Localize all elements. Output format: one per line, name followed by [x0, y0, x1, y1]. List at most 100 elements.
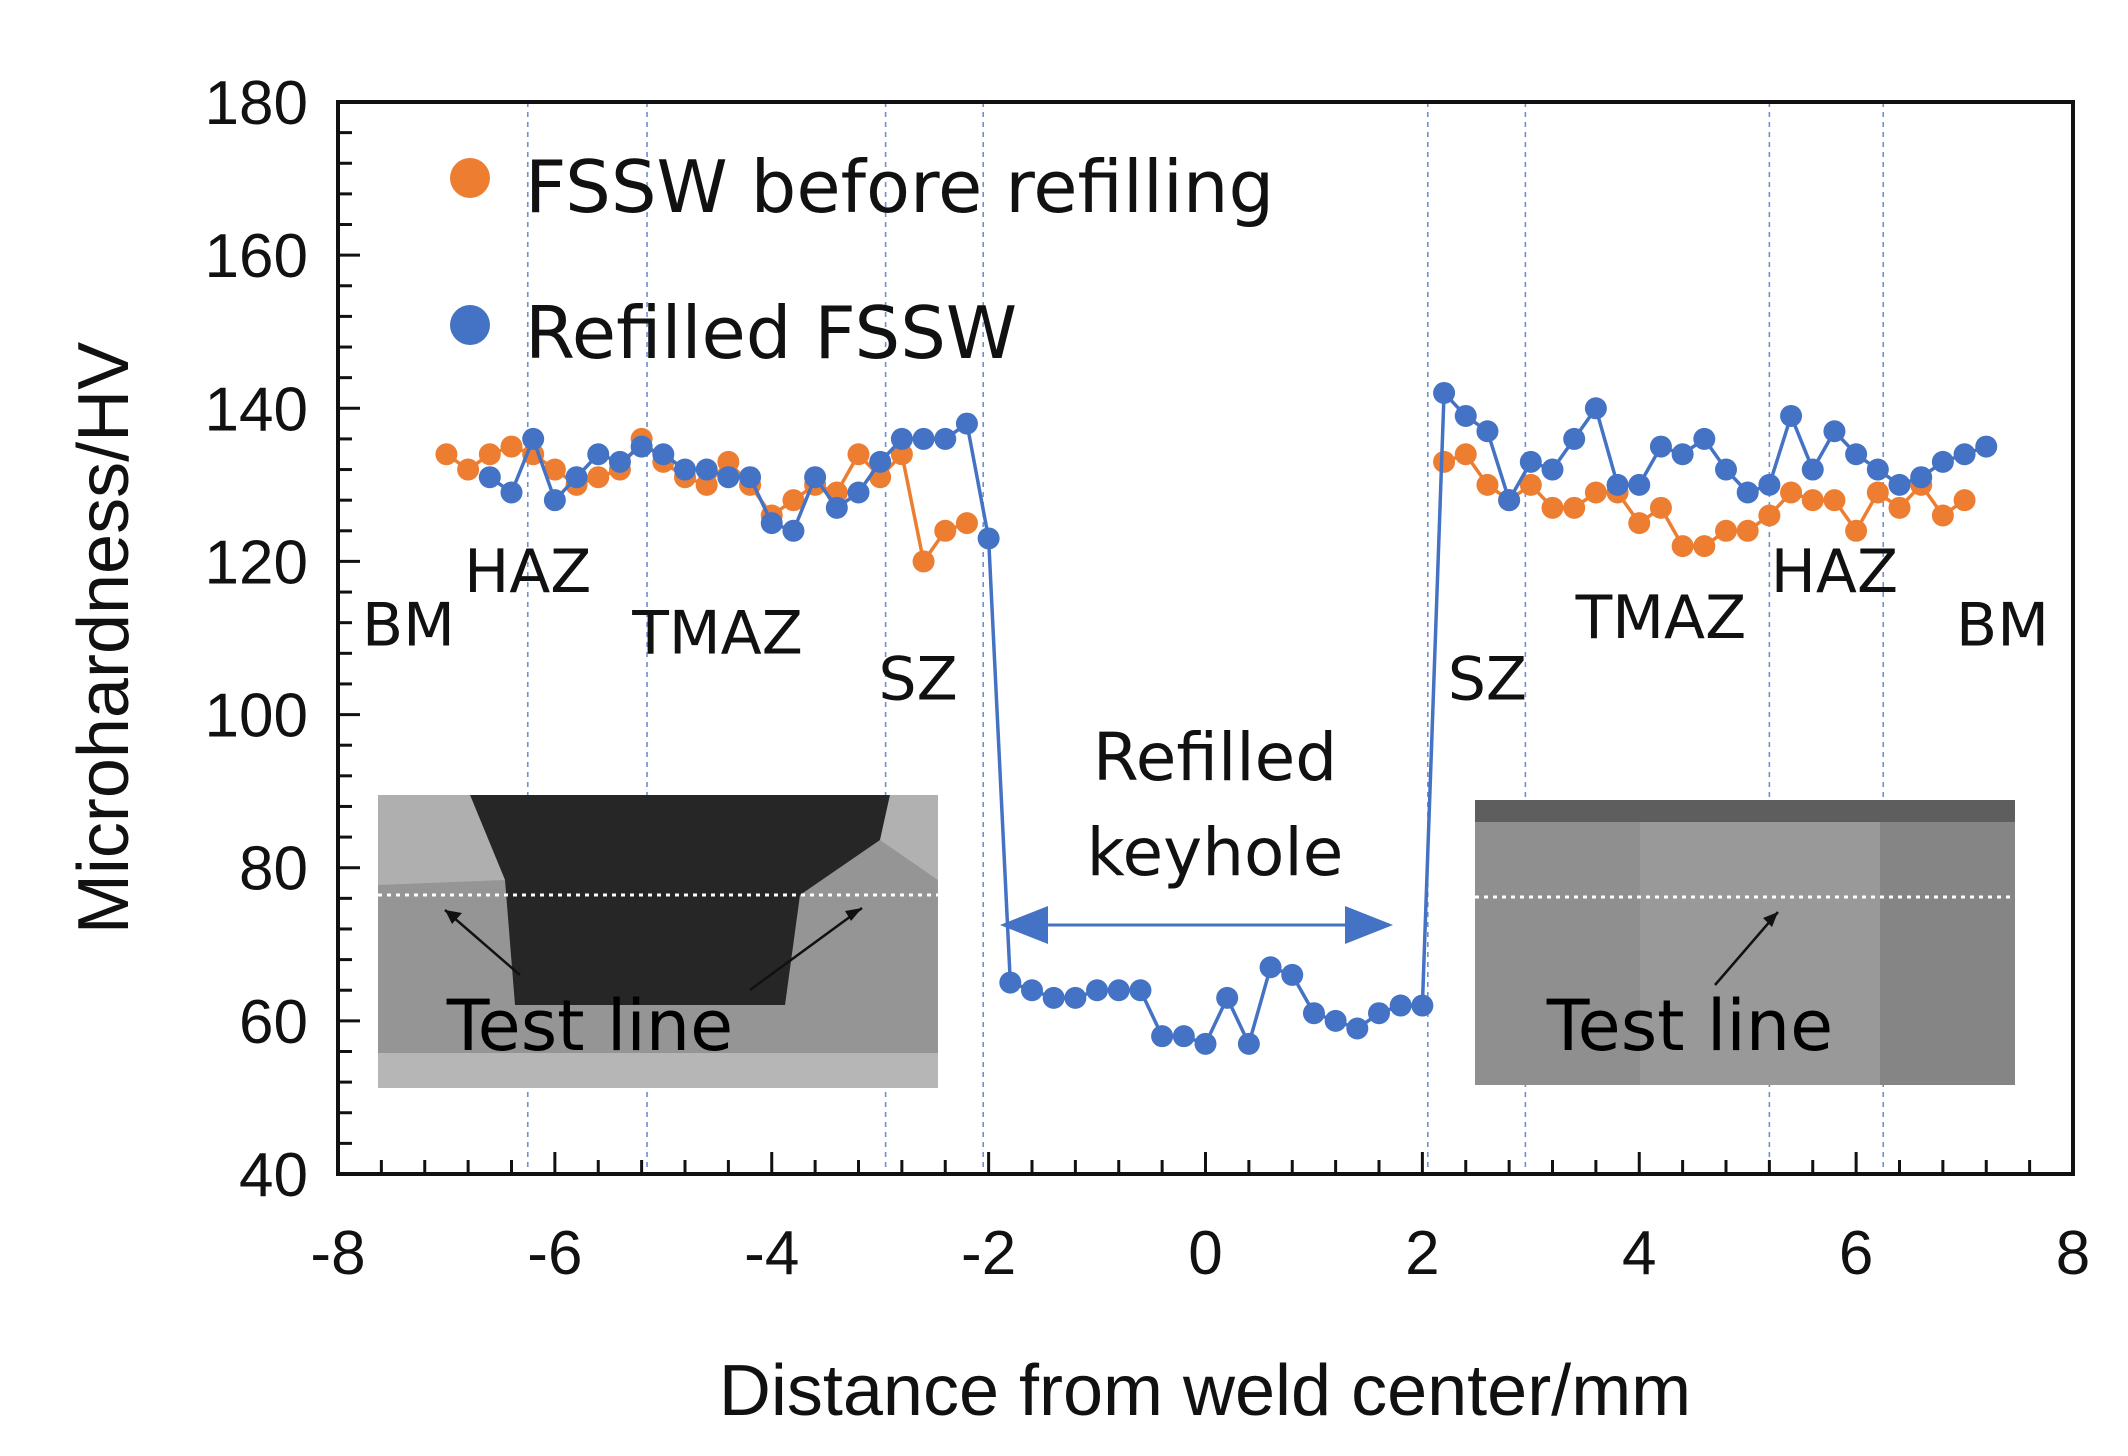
data-point	[1433, 450, 1456, 473]
data-point	[1888, 496, 1911, 519]
data-point	[1866, 481, 1889, 504]
data-point	[1086, 979, 1109, 1002]
data-point	[695, 473, 718, 496]
zone-label: HAZ	[1771, 537, 1898, 607]
zone-label: TMAZ	[1575, 583, 1747, 653]
y-tick-labels: 40 60 80 100 120 140 160 180	[205, 69, 308, 1210]
data-point	[478, 443, 501, 466]
zone-label: SZ	[1448, 644, 1527, 714]
data-point	[1541, 496, 1564, 519]
data-point	[1628, 473, 1651, 496]
y-tick-label: 140	[205, 375, 308, 444]
data-point	[1584, 481, 1607, 504]
data-point	[760, 512, 783, 535]
data-point	[1454, 443, 1477, 466]
data-point	[739, 466, 762, 489]
x-tick-labels: -8 -6 -4 -2 0 2 4 6 8	[310, 1219, 2090, 1288]
zone-label: SZ	[879, 644, 958, 714]
data-point	[1953, 443, 1976, 466]
x-tick-label: -6	[527, 1219, 582, 1288]
inset-micrograph-right: Test line	[1475, 800, 2015, 1085]
data-point	[1823, 420, 1846, 443]
data-point	[1368, 1002, 1390, 1025]
data-point	[1454, 404, 1477, 427]
data-point	[955, 412, 978, 435]
x-tick-label: -8	[310, 1219, 365, 1288]
data-point	[1649, 496, 1672, 519]
keyhole-annotation: Refilled keyhole	[1000, 719, 1393, 944]
data-point	[977, 527, 1000, 550]
data-point	[1910, 466, 1933, 489]
data-point	[587, 443, 610, 466]
data-point	[587, 466, 610, 489]
data-point	[1519, 450, 1542, 473]
data-point	[782, 519, 805, 542]
data-point	[847, 443, 870, 466]
data-point	[934, 519, 957, 542]
zone-label: TMAZ	[631, 598, 803, 668]
y-tick-label: 60	[239, 988, 308, 1057]
data-point	[608, 450, 631, 473]
data-point	[1259, 956, 1282, 979]
data-point	[890, 443, 913, 466]
zone-label: BM	[362, 591, 455, 661]
data-point	[435, 443, 458, 466]
data-point	[565, 466, 588, 489]
data-point	[1411, 994, 1434, 1017]
data-point	[674, 458, 696, 481]
x-tick-label: 2	[1405, 1219, 1439, 1288]
data-point	[1584, 397, 1607, 420]
data-point	[1845, 443, 1868, 466]
data-point	[1194, 1032, 1217, 1055]
data-point	[804, 466, 827, 489]
data-point	[1324, 1009, 1347, 1032]
data-point	[1302, 1002, 1325, 1025]
data-point	[782, 489, 805, 512]
data-point	[1389, 994, 1412, 1017]
data-point	[1129, 979, 1152, 1002]
data-point	[1433, 381, 1456, 404]
legend-label-blue: Refilled FSSW	[525, 291, 1017, 375]
data-point	[1693, 535, 1716, 558]
data-point	[1237, 1032, 1260, 1055]
data-point	[457, 458, 480, 481]
data-point	[1281, 963, 1304, 986]
legend: FSSW before refilling Refilled FSSW	[450, 145, 1274, 375]
data-point	[1780, 404, 1803, 427]
data-point	[1823, 489, 1846, 512]
keyhole-label-line2: keyhole	[1087, 814, 1344, 891]
data-point	[847, 481, 870, 504]
data-point	[1541, 458, 1564, 481]
data-point	[1931, 504, 1954, 527]
data-point	[1042, 986, 1065, 1009]
x-tick-label: 0	[1188, 1219, 1222, 1288]
data-point	[890, 427, 913, 450]
data-point	[500, 481, 523, 504]
data-point	[1671, 443, 1694, 466]
keyhole-arrow-left-head	[1000, 906, 1048, 944]
data-point	[1780, 481, 1803, 504]
x-tick-label: -4	[744, 1219, 799, 1288]
data-point	[934, 427, 957, 450]
data-point	[1476, 473, 1499, 496]
x-tick-label: 4	[1622, 1219, 1656, 1288]
x-axis-title: Distance from weld center/mm	[719, 1351, 1691, 1431]
y-axis-title: Microhardness/HV	[64, 342, 144, 934]
data-point	[825, 496, 848, 519]
data-point	[1758, 504, 1781, 527]
data-point	[630, 435, 653, 458]
data-point	[1671, 535, 1694, 558]
data-point	[1953, 489, 1976, 512]
data-point	[522, 427, 545, 450]
legend-marker-orange	[450, 158, 490, 198]
data-point	[1628, 512, 1651, 535]
inset-right-label: Test line	[1546, 985, 1833, 1067]
y-tick-label: 100	[205, 682, 308, 751]
data-point	[500, 435, 523, 458]
data-point	[1346, 1017, 1369, 1040]
inset-left-label: Test line	[446, 985, 733, 1067]
data-point	[1649, 435, 1672, 458]
data-point	[543, 489, 566, 512]
